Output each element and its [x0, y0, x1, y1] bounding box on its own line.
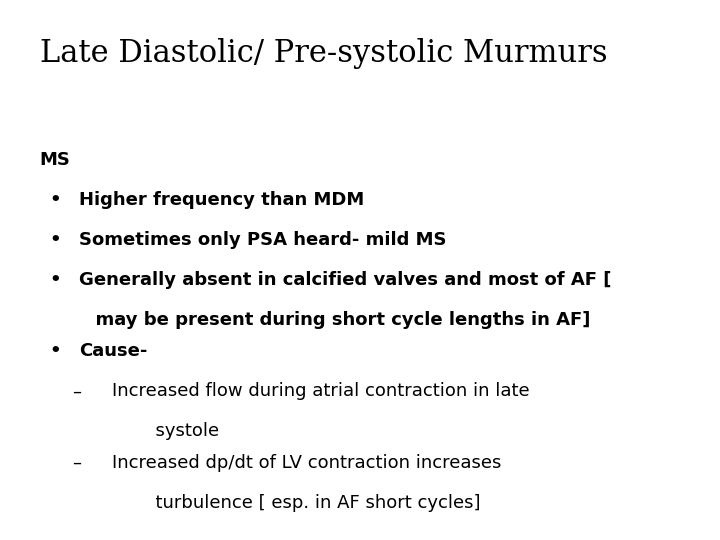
Text: MS: MS — [40, 151, 71, 169]
Text: •: • — [49, 271, 60, 289]
Text: –: – — [72, 454, 81, 471]
Text: Increased dp/dt of LV contraction increases: Increased dp/dt of LV contraction increa… — [112, 454, 501, 471]
Text: Generally absent in calcified valves and most of AF [: Generally absent in calcified valves and… — [79, 271, 611, 289]
Text: Cause-: Cause- — [79, 342, 148, 360]
Text: –: – — [72, 382, 81, 400]
Text: may be present during short cycle lengths in AF]: may be present during short cycle length… — [83, 311, 590, 329]
Text: Late Diastolic/ Pre-systolic Murmurs: Late Diastolic/ Pre-systolic Murmurs — [40, 38, 607, 69]
Text: •: • — [49, 191, 60, 209]
Text: Sometimes only PSA heard- mild MS: Sometimes only PSA heard- mild MS — [79, 231, 446, 249]
Text: •: • — [49, 231, 60, 249]
Text: systole: systole — [144, 422, 219, 440]
Text: •: • — [49, 342, 60, 360]
Text: Higher frequency than MDM: Higher frequency than MDM — [79, 191, 364, 209]
Text: turbulence [ esp. in AF short cycles]: turbulence [ esp. in AF short cycles] — [144, 494, 480, 511]
Text: Increased flow during atrial contraction in late: Increased flow during atrial contraction… — [112, 382, 529, 400]
